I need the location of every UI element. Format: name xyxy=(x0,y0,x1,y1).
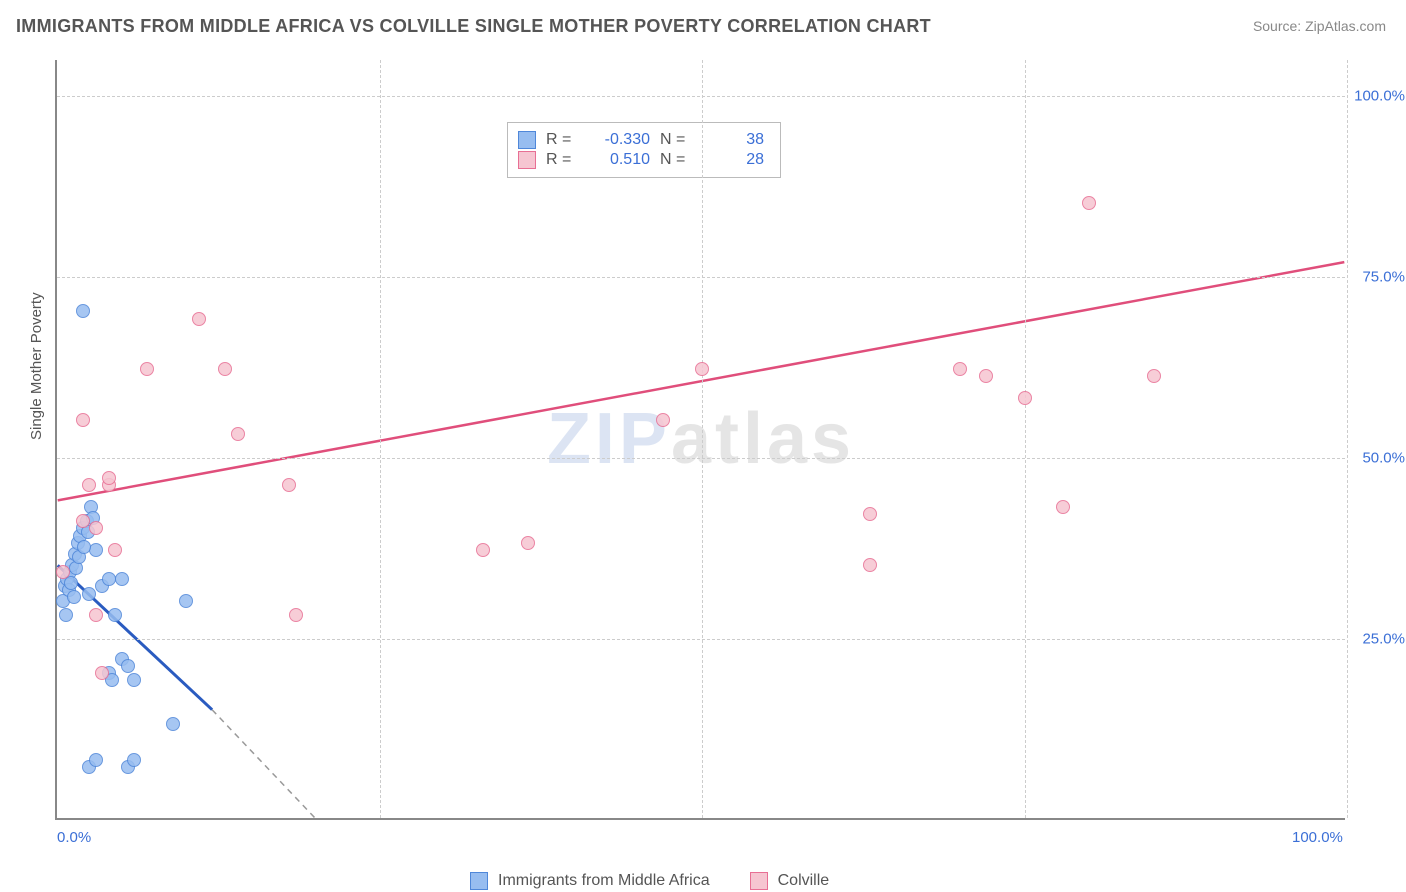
data-point xyxy=(102,471,116,485)
data-point xyxy=(67,590,81,604)
data-point xyxy=(476,543,490,557)
data-point xyxy=(863,507,877,521)
data-point xyxy=(89,521,103,535)
legend-label-a: Immigrants from Middle Africa xyxy=(498,872,710,890)
data-point xyxy=(127,673,141,687)
data-point xyxy=(82,478,96,492)
legend-item-series-b: Colville xyxy=(750,872,830,890)
data-point xyxy=(115,572,129,586)
stat-r-label: R = xyxy=(546,151,576,169)
stat-n-label: N = xyxy=(660,151,690,169)
gridline xyxy=(57,458,1345,459)
data-point xyxy=(82,587,96,601)
data-point xyxy=(1082,196,1096,210)
watermark: ZIPatlas xyxy=(547,398,855,480)
stat-n-value-a: 38 xyxy=(700,131,764,149)
x-tick-label: 0.0% xyxy=(57,829,91,846)
gridline xyxy=(57,277,1345,278)
gridline xyxy=(702,60,703,818)
data-point xyxy=(863,558,877,572)
data-point xyxy=(1018,391,1032,405)
correlation-chart: IMMIGRANTS FROM MIDDLE AFRICA VS COLVILL… xyxy=(0,0,1406,892)
y-axis-label: Single Mother Poverty xyxy=(28,292,45,440)
stat-r-value-b: 0.510 xyxy=(586,151,650,169)
data-point xyxy=(56,565,70,579)
swatch-icon xyxy=(470,872,488,890)
data-point xyxy=(953,362,967,376)
gridline xyxy=(1025,60,1026,818)
data-point xyxy=(76,304,90,318)
gridline xyxy=(1347,60,1348,818)
y-tick-label: 100.0% xyxy=(1354,88,1405,105)
swatch-series-b xyxy=(518,151,536,169)
data-point xyxy=(179,594,193,608)
legend-item-series-a: Immigrants from Middle Africa xyxy=(470,872,710,890)
data-point xyxy=(231,427,245,441)
data-point xyxy=(166,717,180,731)
data-point xyxy=(121,659,135,673)
watermark-lead: ZIP xyxy=(547,399,671,479)
source-attribution: Source: ZipAtlas.com xyxy=(1253,18,1386,34)
y-tick-label: 25.0% xyxy=(1362,631,1405,648)
legend-label-b: Colville xyxy=(778,872,830,890)
y-tick-label: 50.0% xyxy=(1362,450,1405,467)
swatch-icon xyxy=(750,872,768,890)
data-point xyxy=(89,753,103,767)
swatch-series-a xyxy=(518,131,536,149)
data-point xyxy=(95,666,109,680)
data-point xyxy=(695,362,709,376)
stats-legend: R = -0.330 N = 38 R = 0.510 N = 28 xyxy=(507,122,781,178)
stats-row-series-b: R = 0.510 N = 28 xyxy=(518,151,764,169)
data-point xyxy=(108,608,122,622)
trend-line xyxy=(58,565,212,709)
stats-row-series-a: R = -0.330 N = 38 xyxy=(518,131,764,149)
data-point xyxy=(218,362,232,376)
data-point xyxy=(108,543,122,557)
data-point xyxy=(1056,500,1070,514)
data-point xyxy=(127,753,141,767)
series-legend: Immigrants from Middle Africa Colville xyxy=(470,872,829,890)
trend-line xyxy=(212,710,315,818)
data-point xyxy=(140,362,154,376)
gridline xyxy=(57,96,1345,97)
data-point xyxy=(979,369,993,383)
data-point xyxy=(282,478,296,492)
data-point xyxy=(1147,369,1161,383)
plot-area: ZIPatlas R = -0.330 N = 38 R = 0.510 N =… xyxy=(55,60,1345,820)
stat-r-value-a: -0.330 xyxy=(586,131,650,149)
data-point xyxy=(89,608,103,622)
x-tick-label: 100.0% xyxy=(1292,829,1343,846)
gridline xyxy=(57,639,1345,640)
watermark-tail: atlas xyxy=(671,399,855,479)
stat-r-label: R = xyxy=(546,131,576,149)
data-point xyxy=(102,572,116,586)
data-point xyxy=(192,312,206,326)
y-tick-label: 75.0% xyxy=(1362,269,1405,286)
data-point xyxy=(656,413,670,427)
data-point xyxy=(77,540,91,554)
stat-n-label: N = xyxy=(660,131,690,149)
data-point xyxy=(289,608,303,622)
data-point xyxy=(76,413,90,427)
stat-n-value-b: 28 xyxy=(700,151,764,169)
chart-title: IMMIGRANTS FROM MIDDLE AFRICA VS COLVILL… xyxy=(16,16,931,37)
data-point xyxy=(59,608,73,622)
data-point xyxy=(76,514,90,528)
data-point xyxy=(521,536,535,550)
gridline xyxy=(380,60,381,818)
